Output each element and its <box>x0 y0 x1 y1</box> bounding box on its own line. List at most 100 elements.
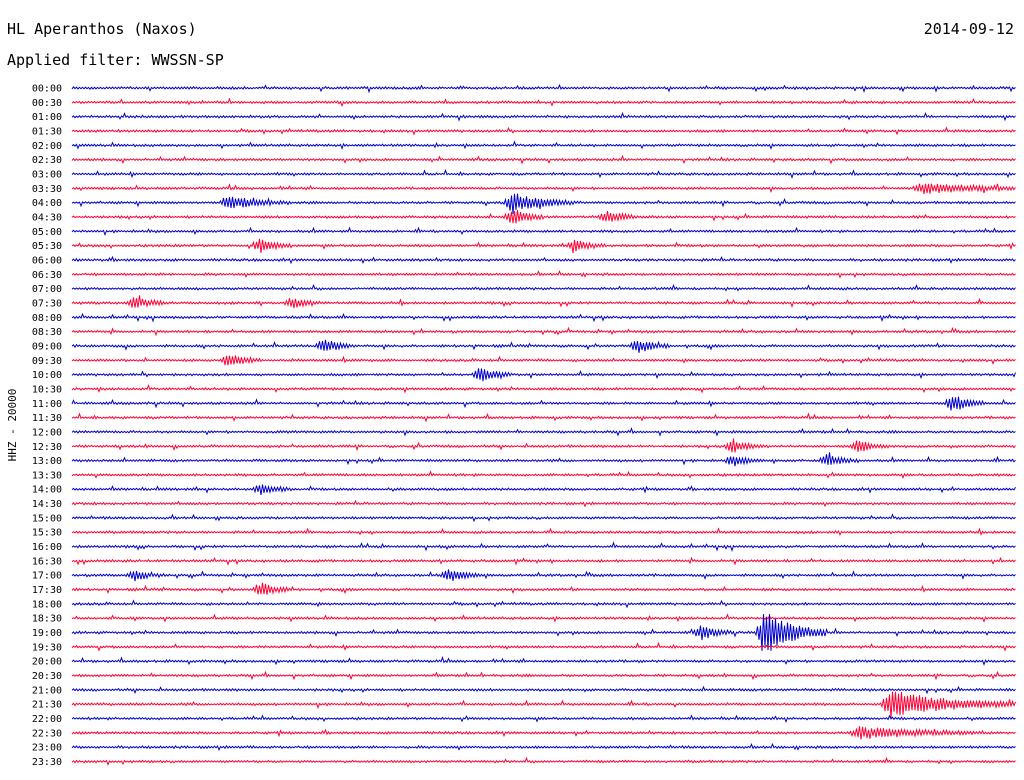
time-tick-labels: 00:00 00:30 01:00 01:30 02:00 02:30 03:00 03:30… <box>32 84 62 769</box>
trace-line <box>71 656 1016 666</box>
time-tick-label: 10:30 <box>32 384 62 395</box>
time-tick-label: 11:00 <box>32 399 62 410</box>
time-tick-label: 16:00 <box>32 542 62 553</box>
time-tick-label: 12:00 <box>32 427 62 438</box>
trace-line <box>71 312 1016 323</box>
trace-line <box>71 541 1016 552</box>
time-tick-label: 08:30 <box>32 327 62 338</box>
time-tick-label: 19:30 <box>32 642 62 653</box>
time-tick-label: 03:00 <box>32 169 62 180</box>
time-tick-label: 00:30 <box>32 98 62 109</box>
time-tick-label: 08:00 <box>32 313 62 324</box>
trace-line <box>71 269 1016 279</box>
trace-line <box>71 427 1016 437</box>
trace-line <box>71 614 1016 651</box>
time-tick-label: 21:30 <box>32 700 62 711</box>
time-tick-label: 17:00 <box>32 571 62 582</box>
time-tick-label: 04:30 <box>32 212 62 223</box>
trace-line <box>71 613 1016 623</box>
trace-line <box>71 484 1016 495</box>
trace-line <box>71 183 1016 195</box>
trace-line <box>71 111 1016 122</box>
time-tick-label: 01:30 <box>32 126 62 137</box>
record-date: 2014-09-12 <box>923 20 1014 38</box>
trace-line <box>71 499 1016 508</box>
trace-line <box>71 355 1016 366</box>
time-tick-label: 18:00 <box>32 599 62 610</box>
time-tick-label: 18:30 <box>32 614 62 625</box>
time-tick-label: 15:00 <box>32 513 62 524</box>
trace-line <box>71 569 1016 582</box>
trace-line <box>71 126 1016 136</box>
time-tick-label: 07:30 <box>32 298 62 309</box>
trace-line <box>71 193 1016 214</box>
time-tick-label: 05:30 <box>32 241 62 252</box>
time-tick-label: 19:00 <box>32 628 62 639</box>
trace-line <box>71 368 1016 382</box>
trace-line <box>71 326 1016 337</box>
time-tick-label: 13:00 <box>32 456 62 467</box>
time-tick-label: 17:30 <box>32 585 62 596</box>
time-tick-label: 23:00 <box>32 743 62 754</box>
trace-line <box>71 641 1016 652</box>
time-tick-label: 02:30 <box>32 155 62 166</box>
time-tick-label: 12:30 <box>32 442 62 453</box>
trace-line <box>71 283 1016 292</box>
time-tick-label: 06:00 <box>32 255 62 266</box>
trace-line <box>71 714 1016 723</box>
trace-line <box>71 527 1016 537</box>
time-tick-label: 07:00 <box>32 284 62 295</box>
trace-lines <box>71 83 1016 766</box>
time-tick-label: 03:30 <box>32 184 62 195</box>
time-tick-label: 22:00 <box>32 714 62 725</box>
trace-line <box>71 513 1016 523</box>
trace-line <box>71 670 1016 681</box>
time-tick-label: 16:30 <box>32 556 62 567</box>
trace-line <box>71 470 1016 480</box>
trace-line <box>71 168 1016 179</box>
time-tick-label: 11:30 <box>32 413 62 424</box>
trace-line <box>71 295 1016 309</box>
trace-line <box>71 97 1016 108</box>
time-tick-label: 20:30 <box>32 671 62 682</box>
trace-line <box>71 412 1016 423</box>
time-tick-label: 01:00 <box>32 112 62 123</box>
time-tick-label: 04:00 <box>32 198 62 209</box>
time-tick-label: 05:00 <box>32 227 62 238</box>
time-tick-label: 09:30 <box>32 356 62 367</box>
time-tick-label: 15:30 <box>32 528 62 539</box>
time-tick-label: 22:30 <box>32 728 62 739</box>
trace-line <box>71 140 1016 150</box>
time-tick-label: 10:00 <box>32 370 62 381</box>
station-title: HL Aperanthos (Naxos) <box>7 20 197 38</box>
time-tick-label: 14:00 <box>32 485 62 496</box>
trace-line <box>71 691 1016 719</box>
channel-label: HHZ - 20000 <box>6 389 19 462</box>
trace-line <box>71 339 1016 353</box>
time-tick-label: 14:30 <box>32 499 62 510</box>
time-tick-label: 21:00 <box>32 685 62 696</box>
trace-line <box>71 742 1016 752</box>
time-tick-label: 02:00 <box>32 141 62 152</box>
time-tick-label: 13:30 <box>32 470 62 481</box>
trace-line <box>71 756 1016 766</box>
filter-label: Applied filter: WWSSN-SP <box>7 51 224 69</box>
trace-line <box>71 154 1016 165</box>
time-tick-label: 06:30 <box>32 270 62 281</box>
trace-line <box>71 255 1016 265</box>
time-tick-label: 23:30 <box>32 757 62 768</box>
trace-line <box>71 210 1016 224</box>
trace-line <box>71 226 1016 237</box>
trace-line <box>71 582 1016 595</box>
trace-line <box>71 438 1016 453</box>
trace-line <box>71 726 1016 740</box>
trace-line <box>71 599 1016 609</box>
trace-line <box>71 452 1016 467</box>
time-tick-label: 09:00 <box>32 341 62 352</box>
trace-line <box>71 83 1016 94</box>
trace-line <box>71 556 1016 566</box>
trace-line <box>71 396 1016 411</box>
trace-line <box>71 685 1016 695</box>
time-tick-label: 00:00 <box>32 84 62 95</box>
